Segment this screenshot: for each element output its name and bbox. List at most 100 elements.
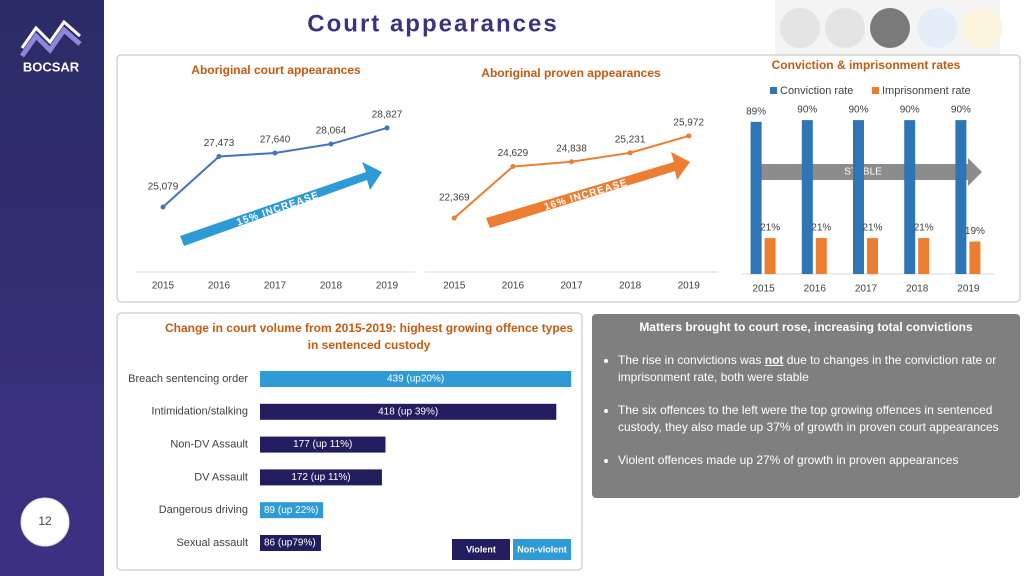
bar	[955, 120, 967, 274]
bullet-text: Violent offences made up 27% of growth i…	[618, 453, 959, 467]
bar	[918, 238, 930, 274]
bar	[801, 120, 813, 274]
x-tick-label: 2017	[264, 281, 287, 292]
panel-heading: Matters brought to court rose, increasin…	[639, 320, 973, 334]
point	[216, 153, 222, 159]
data-label: 21%	[811, 223, 831, 234]
point	[328, 141, 334, 147]
bar	[260, 502, 324, 519]
chart-title: Aboriginal court appearances	[191, 63, 361, 77]
x-tick-label: 2017	[560, 281, 583, 292]
data-label: 418 (up 39%)	[378, 406, 438, 417]
logo-text: BOCSAR	[23, 59, 80, 74]
data-label: 90%	[848, 105, 868, 116]
logo-mark	[20, 19, 81, 49]
point	[451, 215, 457, 221]
bullet-text: The rise in convictions was	[618, 353, 765, 367]
bullet: Violent offences made up 27% of growth i…	[618, 452, 1010, 469]
x-tick-label: 2016	[502, 281, 525, 292]
x-tick-label: 2018	[619, 281, 642, 292]
data-label: 27,640	[260, 135, 291, 146]
point	[686, 133, 692, 139]
x-tick-label: 2015	[152, 281, 175, 292]
data-label: 90%	[900, 105, 920, 116]
legend-label: Violent	[466, 544, 496, 554]
legend-label: Conviction rate	[780, 85, 853, 97]
data-label: 25,972	[673, 118, 704, 129]
summary-panel: Matters brought to court rose, increasin…	[592, 314, 1020, 498]
category-label: DV Assault	[194, 471, 248, 483]
point	[384, 125, 390, 131]
legend-swatch	[513, 539, 571, 560]
legend-swatch	[452, 539, 510, 560]
trend-arrow	[180, 162, 382, 246]
bar	[260, 403, 557, 420]
data-label: 25,231	[615, 134, 646, 145]
data-label: 28,064	[316, 126, 347, 137]
x-tick-label: 2015	[443, 281, 466, 292]
bar	[867, 238, 878, 274]
bar	[764, 238, 776, 274]
legend-label: Non-violent	[517, 544, 567, 554]
bar	[969, 241, 981, 274]
bar	[260, 535, 321, 551]
category-label: Dangerous driving	[159, 504, 248, 516]
data-label: 172 (up 11%)	[291, 472, 350, 483]
slide-title: Court appearances	[307, 10, 558, 37]
chart-title: Conviction & imprisonment rates	[772, 58, 961, 72]
data-label: 177 (up 11%)	[293, 439, 352, 450]
data-label: 89 (up 22%)	[264, 505, 318, 516]
legend-label: Imprisonment rate	[882, 85, 971, 97]
bullet-text: due to changes in the conviction rate or…	[618, 353, 997, 384]
bar	[853, 120, 864, 274]
nav-icon[interactable]	[917, 8, 957, 48]
data-label: 89%	[746, 106, 766, 117]
bar	[260, 371, 572, 387]
data-label: 21%	[760, 223, 780, 234]
category-label: Non-DV Assault	[170, 439, 248, 451]
x-tick-label: 2016	[804, 284, 827, 295]
x-tick-label: 2018	[320, 281, 343, 292]
category-label: Sexual assault	[176, 537, 248, 549]
x-tick-label: 2019	[376, 281, 399, 292]
nav-icon[interactable]	[962, 8, 1002, 48]
x-tick-label: 2019	[957, 284, 980, 295]
point	[272, 150, 278, 156]
data-label: 22,369	[439, 193, 470, 204]
page-number: 12	[38, 514, 52, 528]
data-label: 24,629	[498, 148, 529, 159]
category-label: Intimidation/stalking	[151, 406, 248, 418]
x-tick-label: 2019	[678, 281, 701, 292]
top-panel	[116, 54, 1021, 303]
data-label: 90%	[951, 105, 971, 116]
nav-icon[interactable]	[870, 8, 910, 48]
data-label: 28,827	[372, 110, 403, 121]
page-badge	[20, 497, 70, 547]
data-label: 86 (up79%)	[264, 538, 316, 549]
category-label: Breach sentencing order	[128, 373, 248, 385]
bullet-text: The six offences to the left were the to…	[618, 403, 999, 434]
sidebar	[0, 0, 104, 576]
bar	[815, 238, 827, 274]
data-label: 19%	[965, 226, 985, 237]
point	[627, 150, 633, 156]
bar	[260, 436, 386, 453]
x-tick-label: 2017	[855, 284, 878, 295]
data-label: 90%	[797, 105, 817, 116]
data-label: 21%	[914, 223, 934, 234]
point	[160, 204, 166, 210]
nav-icon[interactable]	[780, 8, 820, 48]
logo-mark	[19, 26, 82, 58]
point	[510, 164, 516, 170]
legend-swatch	[770, 87, 777, 94]
data-label: 21%	[862, 223, 882, 234]
x-tick-label: 2015	[752, 284, 775, 295]
bullet-list: The rise in convictions was not due to c…	[592, 352, 1020, 469]
data-label: 439 (up20%)	[387, 374, 444, 385]
bullet: The rise in convictions was not due to c…	[618, 352, 1010, 386]
data-label: 24,838	[556, 143, 587, 154]
nav-icon[interactable]	[825, 8, 865, 48]
bullet: The six offences to the left were the to…	[618, 402, 1010, 436]
